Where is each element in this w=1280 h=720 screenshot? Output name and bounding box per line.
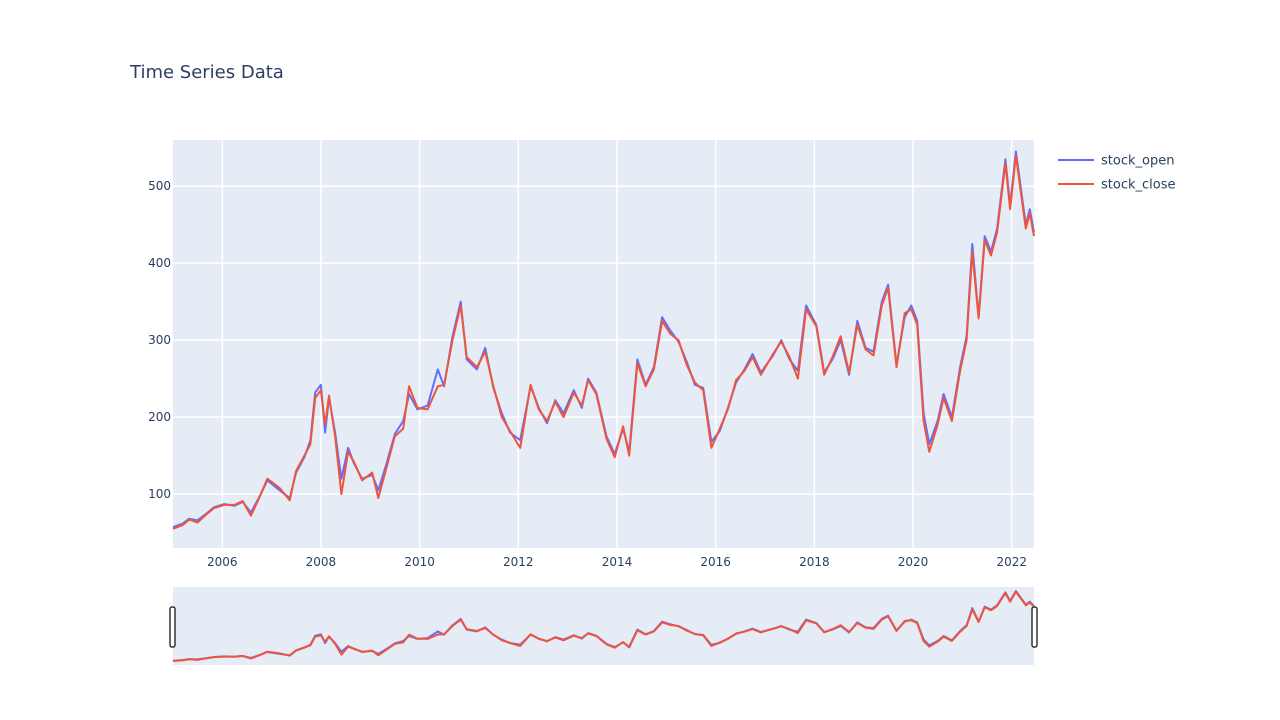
rangeslider-left-handle[interactable] (169, 606, 176, 648)
series-line-stock_close (172, 154, 1035, 530)
rangeslider-background[interactable] (173, 587, 1034, 665)
y-tick-label: 300 (148, 333, 171, 347)
x-tick-label: 2010 (404, 555, 435, 569)
y-tick-label: 500 (148, 179, 171, 193)
legend-label-stock_open: stock_open (1101, 154, 1174, 169)
x-tick-label: 2016 (700, 555, 731, 569)
x-tick-label: 2020 (898, 555, 929, 569)
y-axis-ticks: 100 200 300 400 500 (148, 179, 171, 501)
legend[interactable]: stock_open stock_close (1058, 154, 1175, 193)
legend-label-stock_close: stock_close (1101, 178, 1175, 193)
x-tick-label: 2008 (306, 555, 337, 569)
grid-lines (173, 140, 1034, 548)
x-tick-label: 2022 (996, 555, 1027, 569)
x-tick-label: 2012 (503, 555, 534, 569)
series-lines[interactable] (172, 150, 1035, 530)
x-axis-ticks: 2006 2008 2010 2012 2014 2016 2018 2020 2022 (207, 555, 1027, 569)
y-tick-label: 400 (148, 256, 171, 270)
x-tick-label: 2006 (207, 555, 238, 569)
rangeslider-right-handle[interactable] (1031, 606, 1038, 648)
rangeslider-lines (172, 590, 1035, 662)
y-tick-label: 200 (148, 410, 171, 424)
rangeslider-line-stock_close (172, 590, 1035, 662)
plot-background (173, 140, 1034, 548)
y-tick-label: 100 (148, 487, 171, 501)
x-tick-label: 2018 (799, 555, 830, 569)
chart-title: Time Series Data (129, 62, 284, 83)
x-tick-label: 2014 (602, 555, 633, 569)
